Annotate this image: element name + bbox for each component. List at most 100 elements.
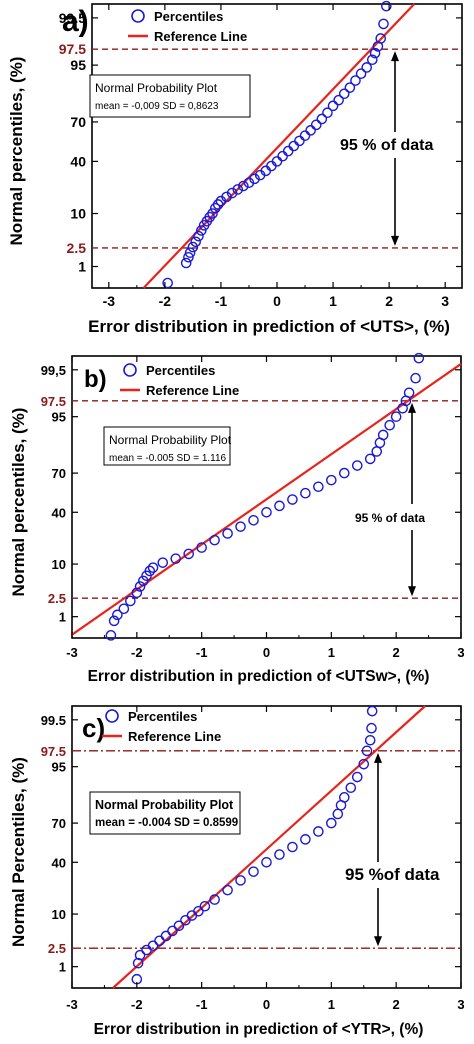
annotation-background bbox=[332, 132, 444, 158]
percentile-point bbox=[118, 603, 130, 615]
y-tick-label: 99.5 bbox=[59, 10, 86, 26]
percentile-point bbox=[333, 94, 344, 106]
percentile-point bbox=[108, 615, 120, 627]
y-tick-label: 1 bbox=[78, 259, 86, 275]
y-tick-label: 10 bbox=[52, 557, 66, 572]
panel-label: a) bbox=[62, 5, 89, 38]
panel-label: c) bbox=[82, 713, 105, 743]
x-tick-label: 3 bbox=[441, 293, 449, 309]
percentile-point bbox=[207, 208, 218, 219]
x-tick-label: -2 bbox=[159, 293, 172, 309]
legend-point-symbol bbox=[105, 709, 119, 723]
percentile-point bbox=[196, 542, 207, 553]
percentile-point bbox=[199, 900, 211, 912]
y-marked-tick-label: 2.5 bbox=[48, 941, 66, 956]
y-marked-tick-label: 97.5 bbox=[59, 41, 86, 57]
y-tick-label: 99.5 bbox=[41, 713, 66, 728]
percentile-point bbox=[134, 581, 146, 592]
percentile-point bbox=[131, 587, 143, 599]
y-axis-title: Normal percentiles, (%) bbox=[9, 408, 28, 597]
percentile-point bbox=[403, 387, 415, 399]
legend-point-symbol bbox=[131, 9, 145, 23]
percentile-point bbox=[248, 866, 259, 877]
percentile-point bbox=[180, 257, 192, 269]
percentile-point bbox=[367, 54, 378, 66]
panel-label: b) bbox=[84, 366, 107, 393]
percentile-point bbox=[226, 187, 238, 199]
percentile-point bbox=[326, 474, 337, 486]
percentile-point bbox=[381, 0, 392, 12]
percentile-point bbox=[364, 734, 376, 746]
percentile-point bbox=[316, 113, 328, 125]
chart-panel-3: -3 -2 -1 0 1 2 3 1 10 40 70 95 99.5 2.5 97.5 Error dist… bbox=[9, 705, 465, 1038]
annotation-background bbox=[337, 862, 449, 888]
percentile-point bbox=[300, 834, 311, 845]
x-tick-label: 2 bbox=[393, 997, 400, 1012]
percentile-point bbox=[351, 771, 363, 783]
percentile-point bbox=[375, 33, 387, 44]
y-axis-title: Normal Percentiles, (%) bbox=[9, 757, 28, 947]
percentile-point bbox=[345, 782, 357, 794]
percentile-point bbox=[184, 247, 196, 258]
x-tick-label: -1 bbox=[215, 293, 228, 309]
percentile-point bbox=[377, 429, 389, 441]
x-tick-label: -3 bbox=[103, 293, 116, 309]
percentile-point bbox=[238, 180, 249, 192]
chart-panel-1: -3 -2 -1 0 1 2 3 1 10 40 70 95 99.5 2.5 97.5 Error dist… bbox=[7, 0, 463, 336]
plot-frame bbox=[71, 705, 462, 989]
y-tick-label: 10 bbox=[70, 206, 86, 222]
x-axis-title: Error distribution in prediction of <YTR… bbox=[94, 1021, 424, 1038]
percentile-point bbox=[410, 372, 421, 384]
percentile-point bbox=[249, 173, 260, 185]
range-arrow-head-up bbox=[408, 402, 416, 413]
percentile-point bbox=[338, 792, 350, 803]
info-box-stats: mean = -0,009 SD = 0,8623 bbox=[95, 101, 219, 112]
reference-line bbox=[142, 3, 416, 289]
percentile-point bbox=[235, 521, 246, 532]
percentile-point bbox=[338, 467, 350, 479]
percentile-point bbox=[358, 758, 370, 770]
range-annotation: 95 %of data bbox=[345, 865, 440, 884]
percentile-point bbox=[212, 199, 224, 210]
x-tick-label: -1 bbox=[196, 645, 208, 660]
percentile-point bbox=[274, 849, 285, 860]
y-marked-tick-label: 97.5 bbox=[41, 744, 66, 759]
percentile-point bbox=[313, 481, 324, 493]
y-tick-label: 95 bbox=[52, 760, 66, 775]
percentile-point bbox=[222, 528, 233, 539]
chart-panel-2: -3 -2 -1 0 1 2 3 1 10 40 70 95 99,5 2.5 97.5 Error dist… bbox=[9, 352, 465, 685]
percentile-point bbox=[299, 130, 311, 141]
percentile-point bbox=[190, 236, 202, 248]
percentile-point bbox=[313, 826, 324, 837]
percentile-point bbox=[344, 82, 356, 93]
range-annotation: 95 % of data bbox=[340, 137, 433, 154]
percentile-point bbox=[235, 875, 246, 886]
range-arrow-head-down bbox=[391, 235, 399, 246]
percentile-point bbox=[162, 277, 173, 289]
info-box-frame bbox=[103, 426, 231, 466]
range-arrow-head-up bbox=[374, 752, 382, 763]
percentile-point bbox=[125, 595, 136, 607]
legend: Percentiles Reference Line bbox=[128, 9, 247, 44]
percentile-point bbox=[287, 494, 298, 505]
x-tick-label: -3 bbox=[66, 645, 78, 660]
x-axis-title: Error distribution in prediction of <UTS… bbox=[88, 668, 430, 685]
percentile-point bbox=[193, 230, 204, 242]
percentile-point bbox=[232, 184, 244, 195]
y-tick-label: 99,5 bbox=[41, 363, 66, 378]
range-annotation: 95 % of data bbox=[355, 511, 425, 525]
percentile-point bbox=[134, 949, 146, 961]
percentile-point bbox=[193, 905, 204, 917]
legend-line-label: Reference Line bbox=[146, 383, 239, 398]
percentile-point bbox=[413, 352, 425, 364]
info-box: Normal Probability Plot mean = -0.004 SD … bbox=[89, 791, 241, 835]
percentile-point bbox=[167, 925, 178, 937]
x-tick-label: 3 bbox=[457, 645, 464, 660]
y-tick-label: 95 bbox=[70, 57, 86, 73]
x-tick-label: 0 bbox=[263, 997, 270, 1012]
legend-line-label: Reference Line bbox=[154, 29, 247, 44]
x-tick-label: 0 bbox=[263, 645, 270, 660]
info-box-title: Normal Probability Plot bbox=[95, 798, 234, 812]
percentile-point bbox=[369, 47, 381, 59]
